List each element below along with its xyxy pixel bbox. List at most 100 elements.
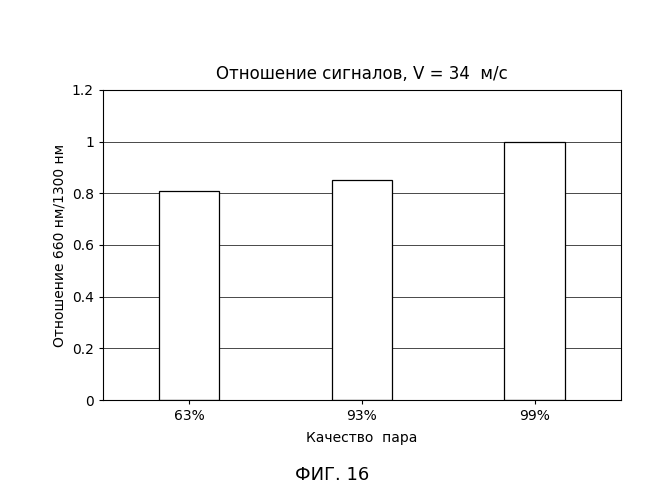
Point [379,334,390,342]
Point [356,304,367,312]
Point [558,174,569,182]
Point [555,260,566,268]
Point [349,302,359,310]
Point [186,328,197,336]
Point [355,198,365,206]
Point [155,359,166,367]
Point [558,370,568,378]
Point [162,388,173,396]
Point [358,382,369,390]
Point [554,352,565,360]
Point [511,161,521,169]
Point [181,284,192,292]
Point [205,333,216,341]
Point [353,341,363,349]
Point [356,286,367,294]
Point [156,258,167,266]
Point [211,188,222,196]
Point [381,254,392,262]
Point [202,219,212,227]
Point [354,185,365,193]
Point [335,214,346,222]
Point [166,224,177,232]
Point [163,262,174,270]
Point [171,286,181,294]
Point [525,239,535,247]
Point [329,374,339,382]
Point [339,282,349,290]
Point [344,186,355,194]
Point [159,256,169,264]
Point [157,190,168,198]
Point [536,174,546,182]
Point [338,272,349,280]
Point [515,316,525,324]
Point [535,305,545,313]
Point [342,389,353,397]
Point [361,235,372,243]
Point [515,264,525,272]
Point [379,282,390,290]
Point [170,241,181,249]
Point [190,304,201,312]
Point [330,318,341,326]
Point [549,340,560,348]
Point [554,166,565,174]
Point [538,246,548,254]
Point [515,288,525,296]
Point [210,384,221,392]
Point [531,230,541,237]
Point [524,361,535,369]
Point [208,295,219,303]
Point [367,244,378,252]
Point [161,210,172,218]
Point [193,268,204,276]
Point [383,234,394,242]
Point [507,266,518,274]
Point [501,239,511,247]
Point [382,307,392,315]
Point [513,236,524,244]
Point [369,242,379,250]
Point [360,390,371,398]
Point [507,291,517,299]
Point [207,343,217,351]
Point [550,364,561,372]
Point [159,334,170,342]
Point [522,231,533,239]
Point [507,324,518,332]
Point [195,190,205,198]
Point [385,344,396,352]
Point [546,214,557,222]
Point [202,324,212,332]
Point [551,227,562,235]
Point [193,354,204,362]
Point [374,298,384,306]
Point [172,364,183,372]
Point [502,200,513,207]
Point [162,309,173,317]
Point [543,202,554,209]
Point [535,396,546,404]
Point [343,188,353,196]
Point [513,200,524,207]
Point [374,184,384,192]
Point [163,364,173,372]
Point [357,190,368,198]
Point [365,326,376,334]
Point [515,184,525,192]
Point [501,268,512,276]
Point [369,263,380,271]
Point [188,188,199,196]
Point [554,258,565,266]
Point [162,338,173,346]
Point [156,236,167,244]
Point [179,248,189,256]
Point [365,326,375,334]
Point [163,243,173,251]
Point [161,267,172,275]
Point [555,293,566,301]
Point [530,394,540,402]
Point [374,200,384,207]
Point [187,220,198,228]
